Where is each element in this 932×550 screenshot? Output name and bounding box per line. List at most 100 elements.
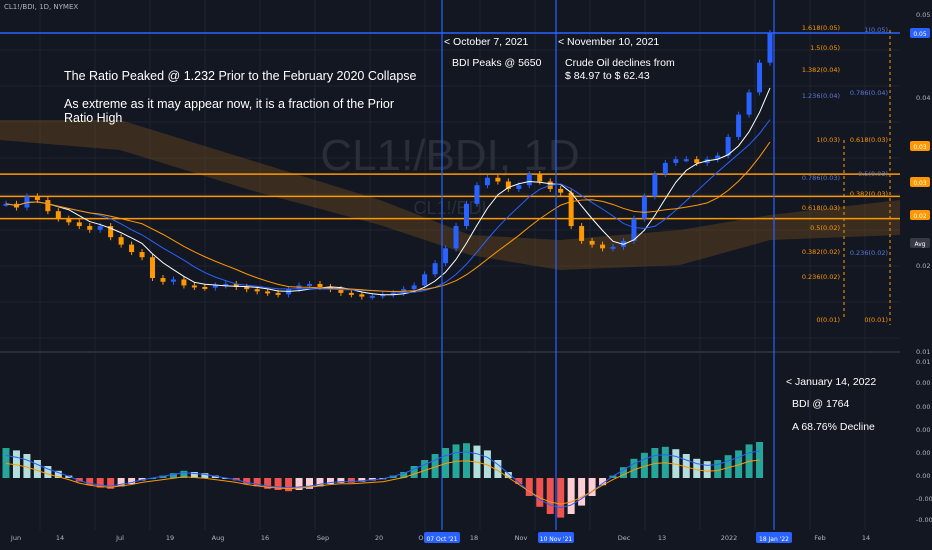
macd-bar <box>44 466 52 478</box>
candle <box>516 185 522 189</box>
macd-bar <box>410 466 418 478</box>
macd-bar <box>264 478 272 489</box>
price-badge-label: 0.03 <box>913 144 927 151</box>
candle <box>673 159 679 163</box>
candle <box>369 295 375 298</box>
macd-bar <box>86 478 94 486</box>
candle <box>24 196 30 208</box>
macd-bar <box>65 475 73 478</box>
candle <box>767 33 773 63</box>
macd-bar <box>599 478 607 486</box>
x-tick-label: Aug <box>212 534 225 542</box>
price-badge-label: Avg <box>914 241 925 248</box>
candle <box>202 286 208 289</box>
macd-bar <box>368 478 376 481</box>
jan-note: BDI @ 1764 <box>792 398 850 410</box>
candle <box>662 162 668 175</box>
macd-bar <box>546 478 554 514</box>
candle <box>3 203 9 206</box>
macd-bar <box>211 475 219 478</box>
macd-bar <box>567 478 575 514</box>
macd-bar <box>295 478 303 490</box>
macd-bar <box>536 478 544 507</box>
macd-bar <box>75 478 83 482</box>
macd-bar <box>557 478 565 518</box>
fib-label: 0.382(0.02) <box>802 248 840 256</box>
candle <box>139 252 145 258</box>
macd-bar <box>421 460 429 478</box>
macd-bar <box>326 478 334 484</box>
watermark: CL1!/BDI, 1D <box>320 131 579 180</box>
macd-y-tick-label: -0.00 <box>916 495 932 503</box>
x-tick-label: 13 <box>658 534 666 542</box>
candle <box>244 286 250 290</box>
x-tick-label: Nov <box>515 534 528 542</box>
price-badge-label: 0.03 <box>913 180 927 187</box>
x-highlight-label: 07 Oct '21 <box>426 536 457 543</box>
fib-label: 1.382(0.04) <box>802 66 840 74</box>
macd-bar <box>640 452 648 478</box>
macd-bar <box>243 478 251 484</box>
macd-y-tick-label: 0.00 <box>916 472 930 480</box>
macd-y-tick-label: -0.00 <box>916 516 932 524</box>
candle <box>87 226 93 230</box>
candle <box>390 292 396 295</box>
jan-note: A 68.76% Decline <box>792 421 875 433</box>
macd-bar <box>107 478 115 489</box>
candle <box>97 226 103 230</box>
candle <box>683 159 689 162</box>
subline-text: Ratio High <box>64 111 122 125</box>
headline-text: The Ratio Peaked @ 1.232 Prior to the Fe… <box>64 69 417 83</box>
y-tick-label: 0.05 <box>916 11 930 19</box>
macd-bar <box>494 460 502 478</box>
macd-y-tick-label: 0.01 <box>916 358 930 366</box>
candle <box>170 279 176 282</box>
ichimoku-cloud <box>0 120 900 270</box>
macd-bar <box>180 470 188 478</box>
candle <box>600 244 606 249</box>
candle <box>422 274 428 286</box>
candle <box>610 246 616 249</box>
candle <box>736 114 742 137</box>
y-tick-label: 0.01 <box>916 348 930 356</box>
fib-label: 0.236(0.02) <box>850 249 888 257</box>
x-highlight-badge <box>756 532 792 543</box>
candle <box>631 218 637 241</box>
nov-date-label: < November 10, 2021 <box>558 36 659 48</box>
candle <box>579 226 585 241</box>
fib-label: 1.618(0.05) <box>802 24 840 32</box>
candle <box>338 289 344 293</box>
candle <box>307 283 313 286</box>
macd-bar <box>735 450 743 478</box>
macd-bar <box>169 473 177 478</box>
candle <box>129 244 135 253</box>
y-tick-label: 0.02 <box>916 262 930 270</box>
macd-bar <box>400 472 408 478</box>
fib-label: 1(0.05) <box>864 26 888 34</box>
fib-label: 1.5(0.05) <box>810 44 840 52</box>
price-badge <box>910 238 930 248</box>
x-highlight-label: 18 Jan '22 <box>759 536 789 543</box>
macd-bar <box>337 478 345 483</box>
candle <box>108 226 114 238</box>
macd-bar <box>724 455 732 478</box>
subline-text: As extreme as it may appear now, it is a… <box>64 97 394 111</box>
candle <box>160 278 166 282</box>
candle <box>265 291 271 294</box>
macd-bar <box>190 472 198 478</box>
candle <box>150 257 156 279</box>
candle <box>212 285 218 288</box>
candle <box>484 177 490 186</box>
macd-y-tick-label: 0.00 <box>916 403 930 411</box>
x-highlight-label: 10 Nov '21 <box>540 536 573 543</box>
macd-bar <box>232 478 240 481</box>
candle <box>45 200 51 212</box>
price-axis <box>900 0 932 550</box>
candle <box>715 155 721 160</box>
macd-bar <box>682 454 690 478</box>
macd-bar <box>619 467 627 478</box>
macd-bar <box>96 478 104 488</box>
candle <box>76 222 82 227</box>
chart-header: CL1!/BDI, 1D, NYMEX <box>4 3 79 11</box>
